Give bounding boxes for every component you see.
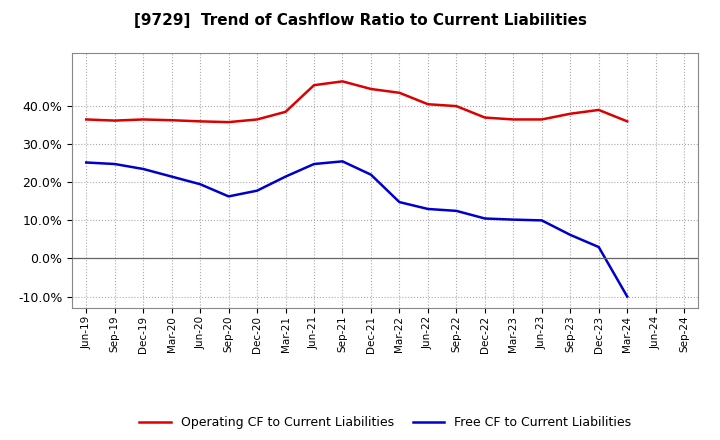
- Free CF to Current Liabilities: [395, 199, 404, 205]
- Operating CF to Current Liabilities: [82, 117, 91, 122]
- Operating CF to Current Liabilities: [110, 118, 119, 123]
- Text: [9729]  Trend of Cashflow Ratio to Current Liabilities: [9729] Trend of Cashflow Ratio to Curren…: [133, 13, 587, 28]
- Operating CF to Current Liabilities: [452, 103, 461, 109]
- Operating CF to Current Liabilities: [310, 83, 318, 88]
- Line: Free CF to Current Liabilities: Free CF to Current Liabilities: [86, 161, 627, 297]
- Operating CF to Current Liabilities: [480, 115, 489, 120]
- Operating CF to Current Liabilities: [595, 107, 603, 113]
- Free CF to Current Liabilities: [338, 159, 347, 164]
- Free CF to Current Liabilities: [423, 206, 432, 212]
- Operating CF to Current Liabilities: [167, 117, 176, 123]
- Free CF to Current Liabilities: [253, 188, 261, 193]
- Free CF to Current Liabilities: [196, 182, 204, 187]
- Free CF to Current Liabilities: [110, 161, 119, 167]
- Operating CF to Current Liabilities: [537, 117, 546, 122]
- Free CF to Current Liabilities: [366, 172, 375, 177]
- Free CF to Current Liabilities: [82, 160, 91, 165]
- Operating CF to Current Liabilities: [366, 86, 375, 92]
- Free CF to Current Liabilities: [537, 218, 546, 223]
- Free CF to Current Liabilities: [566, 232, 575, 238]
- Free CF to Current Liabilities: [167, 174, 176, 179]
- Free CF to Current Liabilities: [452, 208, 461, 213]
- Operating CF to Current Liabilities: [139, 117, 148, 122]
- Operating CF to Current Liabilities: [196, 119, 204, 124]
- Operating CF to Current Liabilities: [623, 119, 631, 124]
- Legend: Operating CF to Current Liabilities, Free CF to Current Liabilities: Operating CF to Current Liabilities, Fre…: [135, 411, 636, 434]
- Operating CF to Current Liabilities: [423, 102, 432, 107]
- Operating CF to Current Liabilities: [282, 109, 290, 114]
- Free CF to Current Liabilities: [139, 166, 148, 172]
- Free CF to Current Liabilities: [623, 294, 631, 299]
- Operating CF to Current Liabilities: [395, 90, 404, 95]
- Free CF to Current Liabilities: [509, 217, 518, 222]
- Free CF to Current Liabilities: [480, 216, 489, 221]
- Free CF to Current Liabilities: [282, 174, 290, 179]
- Operating CF to Current Liabilities: [566, 111, 575, 117]
- Operating CF to Current Liabilities: [253, 117, 261, 122]
- Line: Operating CF to Current Liabilities: Operating CF to Current Liabilities: [86, 81, 627, 122]
- Operating CF to Current Liabilities: [509, 117, 518, 122]
- Free CF to Current Liabilities: [225, 194, 233, 199]
- Free CF to Current Liabilities: [310, 161, 318, 167]
- Operating CF to Current Liabilities: [338, 79, 347, 84]
- Operating CF to Current Liabilities: [225, 120, 233, 125]
- Free CF to Current Liabilities: [595, 244, 603, 249]
